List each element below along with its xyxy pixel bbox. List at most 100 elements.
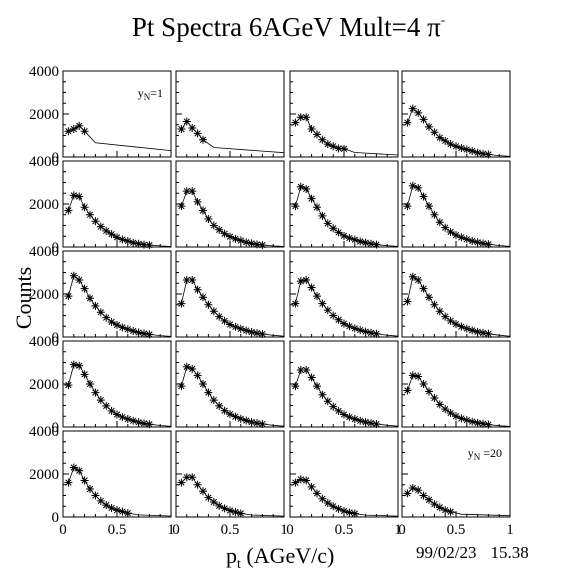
data-point [145,241,154,250]
data-point [323,306,332,315]
data-point [307,283,316,292]
data-point [408,483,417,492]
data-point [91,217,100,226]
y-tick-label: 0 [52,330,60,346]
x-tick-label: 0 [398,522,406,538]
data-point [182,362,191,371]
data-point [215,501,224,510]
x-axis-label: pt (AGeV/c) [226,543,335,572]
data-point [107,503,116,512]
data-point [96,222,105,231]
data-point [177,202,186,211]
data-point [86,380,94,388]
panel-3 [289,70,399,158]
y-tick-label: 0 [52,510,60,526]
data-point [484,150,493,159]
panel-label: yN=1 [138,86,163,102]
data-point [102,401,111,410]
data-point [296,366,305,375]
data-point [75,276,84,285]
data-point [291,299,300,308]
data-point [193,371,202,380]
data-point [462,235,471,244]
data-point [345,508,354,517]
fit-curve [407,107,511,157]
data-point [204,300,213,309]
data-point [419,284,428,293]
data-point [446,316,455,325]
data-point [296,113,305,122]
data-point [473,327,482,336]
data-point [313,489,321,498]
data-point [118,323,127,332]
x-tick-label: 0 [286,522,294,538]
data-point [345,322,354,331]
data-point [177,299,186,308]
data-point [258,329,267,338]
fit-curve [181,190,285,247]
fit-curve [68,194,172,247]
data-point [479,419,487,428]
panel-label: yN =20 [468,446,502,462]
data-point [113,320,121,329]
data-point [419,192,428,201]
data-point [118,507,127,516]
data-point [302,366,311,375]
data-point [361,327,370,336]
page-title: Pt Spectra 6AGeV Mult=4 π- [131,12,446,42]
data-point [247,418,256,427]
data-point [446,140,455,149]
data-point [134,239,143,248]
y-tick-label: 2000 [29,107,59,123]
data-point [479,149,487,158]
data-point [334,315,343,324]
data-point [204,388,213,397]
data-point [430,300,439,309]
panel-10 [175,250,285,338]
data-point [236,236,245,245]
data-point [129,326,138,335]
data-point [334,228,343,237]
data-point [457,322,466,331]
data-point [414,183,423,192]
data-point [419,115,428,124]
data-point [75,121,84,130]
data-point [182,473,191,482]
data-point [430,500,439,509]
data-point [340,410,348,419]
panel-9: 4000 2000 0 [29,244,172,346]
data-point [446,409,455,418]
data-point [86,485,94,494]
data-point [435,503,444,512]
data-point [129,238,138,247]
data-point [236,414,245,423]
data-point [408,181,417,190]
data-point [107,406,116,415]
data-point [253,240,261,249]
data-point [372,240,381,249]
data-point [345,413,354,422]
data-point [446,227,455,236]
data-point [64,206,73,215]
data-point [403,118,412,127]
data-point [329,142,338,151]
panel-1: 4000 2000 0 yN=1 [29,64,172,166]
data-point [302,184,311,193]
data-point [446,507,455,516]
panel-16 [401,340,511,429]
data-point [441,136,450,145]
data-point [177,125,186,134]
data-point [457,143,466,152]
data-point [188,123,197,132]
data-point [345,233,354,242]
data-point [313,292,321,301]
panel-4 [401,70,511,159]
footer-time: 15.38 [490,543,529,562]
data-point [350,415,359,424]
data-point [329,224,338,233]
data-point [430,393,439,402]
panel-8 [401,160,511,249]
data-point [226,232,234,241]
data-point [425,202,433,211]
data-point [69,360,78,369]
